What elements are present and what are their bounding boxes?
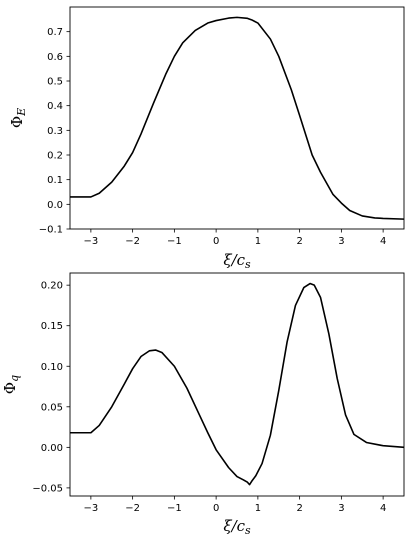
x-tick-label: −1 — [167, 503, 182, 514]
plot-frame — [69, 272, 405, 497]
x-tick-label: 2 — [296, 236, 302, 247]
y-axis-label: Φq — [1, 375, 21, 394]
series-line — [70, 282, 405, 486]
y-tick-label: 0.5 — [47, 77, 63, 88]
chart-phi-q: −3 −2 −1 0 1 2 3 4 −0.05 0.00 0.05 0.10 0.15 0.20 ξ/cs… — [1, 272, 405, 537]
x-tick-label: −1 — [167, 236, 182, 247]
x-tick-label: 0 — [213, 503, 219, 514]
x-axis-label: ξ/cs — [223, 251, 251, 271]
y-tick-label: 0.10 — [41, 362, 63, 373]
x-axis-label: ξ/cs — [223, 517, 251, 537]
y-tick-label: 0.15 — [41, 321, 63, 332]
y-tick-label: 0.2 — [47, 151, 63, 162]
plot-frame — [69, 6, 405, 230]
x-tick-label: 4 — [380, 236, 386, 247]
y-tick-label: 0.4 — [47, 101, 63, 112]
x-tick-label: 3 — [338, 236, 344, 247]
x-tick-label: 2 — [296, 503, 302, 514]
y-tick-label: 0.00 — [41, 443, 63, 454]
y-tick-label: 0.0 — [47, 200, 63, 211]
y-tick-label: 0.6 — [47, 52, 63, 63]
y-tick-label: 0.1 — [47, 175, 63, 186]
y-tick-label: 0.3 — [47, 126, 63, 137]
y-tick-label: −0.05 — [32, 483, 63, 494]
x-tick-label: 0 — [213, 236, 219, 247]
x-tick-label: 4 — [380, 503, 386, 514]
x-tick-label: −3 — [84, 503, 99, 514]
x-tick-label: 3 — [338, 503, 344, 514]
y-tick-label: 0.05 — [41, 402, 63, 413]
x-tick-label: −2 — [125, 236, 140, 247]
series-line — [70, 16, 405, 220]
x-tick-label: −2 — [125, 503, 140, 514]
y-tick-label: −0.1 — [39, 225, 63, 236]
y-tick-label: 0.20 — [41, 281, 63, 292]
x-tick-label: 1 — [255, 503, 261, 514]
x-tick-label: −3 — [84, 236, 99, 247]
x-tick-label: 1 — [255, 236, 261, 247]
y-axis-label: ΦE — [8, 108, 28, 128]
y-tick-label: 0.7 — [47, 27, 63, 38]
chart-phi-e: −3 −2 −1 0 1 2 3 4 −0.1 0.0 0.1 0.2 0.3 0.4 0.5 0.6 0.7 ξ… — [8, 6, 405, 271]
